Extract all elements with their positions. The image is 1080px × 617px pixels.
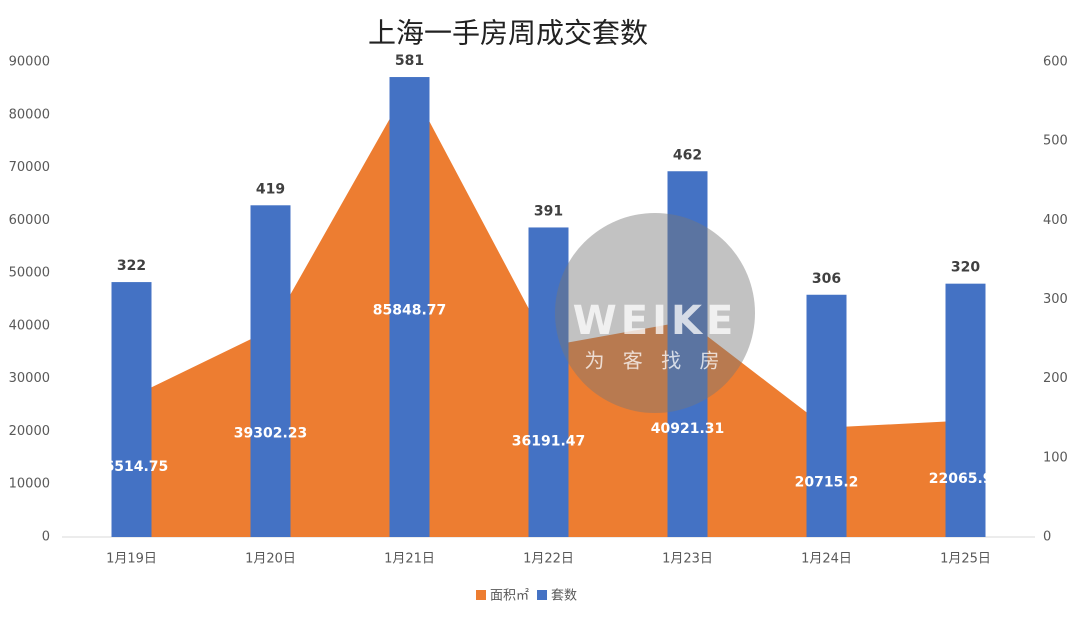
y-tick-label: 20000: [9, 424, 50, 439]
y2-tick-label: 0: [1043, 530, 1051, 545]
legend-label: 面积㎡: [490, 589, 529, 604]
y-tick-label: 80000: [9, 107, 50, 122]
y-tick-label: 10000: [9, 477, 50, 492]
area-value-label: 22065.92: [929, 471, 1003, 487]
bar: [945, 283, 986, 537]
bar: [667, 171, 708, 537]
y-tick-label: 40000: [9, 318, 50, 333]
bar: [250, 205, 291, 537]
area-value-label: 40921.31: [651, 421, 725, 437]
watermark-subtext: 为 客 找 房: [584, 349, 725, 373]
chart-title: 上海一手房周成交套数: [368, 17, 648, 50]
y-tick-label: 90000: [9, 55, 50, 70]
bar-value-label: 320: [951, 260, 980, 276]
area: [131, 83, 966, 537]
y-tick-label: 0: [42, 530, 50, 545]
watermark-circle: [555, 213, 755, 413]
area-value-label: 36191.47: [512, 433, 586, 449]
bar: [806, 294, 847, 537]
bar: [111, 282, 152, 537]
y2-tick-label: 300: [1043, 292, 1068, 307]
y-tick-label: 70000: [9, 160, 50, 175]
area-value-label: 39302.23: [234, 425, 308, 441]
bar-value-label: 419: [256, 181, 285, 197]
area-value-label: 85848.77: [373, 302, 447, 318]
x-tick-label: 1月22日: [523, 552, 574, 567]
legend-swatch: [537, 590, 548, 600]
y-tick-label: 50000: [9, 266, 50, 281]
bar: [389, 77, 430, 538]
y-tick-label: 30000: [9, 371, 50, 386]
x-tick-label: 1月21日: [384, 552, 435, 567]
y2-tick-label: 100: [1043, 450, 1068, 465]
y-tick-label: 60000: [9, 213, 50, 228]
legend-label: 套数: [551, 588, 577, 604]
x-tick-label: 1月24日: [801, 552, 852, 567]
y2-tick-label: 600: [1043, 55, 1068, 70]
x-tick-label: 1月20日: [245, 552, 296, 567]
bar-value-label: 391: [534, 203, 563, 219]
legend-swatch: [476, 590, 486, 600]
bar-value-label: 581: [395, 53, 424, 69]
bar-value-label: 306: [812, 271, 841, 287]
area-value-label: 20715.2: [795, 474, 859, 490]
x-tick-label: 1月19日: [106, 552, 157, 567]
area-value-label: 26514.75: [95, 459, 169, 475]
x-tick-label: 1月23日: [662, 552, 713, 567]
bar-value-label: 322: [117, 258, 146, 274]
y2-tick-label: 500: [1043, 134, 1068, 149]
bar: [528, 227, 569, 538]
y2-tick-label: 200: [1043, 371, 1068, 386]
watermark-text: WEIKE: [573, 298, 738, 344]
y2-tick-label: 400: [1043, 213, 1068, 228]
bar-value-label: 462: [673, 147, 702, 163]
x-tick-label: 1月25日: [940, 552, 991, 567]
